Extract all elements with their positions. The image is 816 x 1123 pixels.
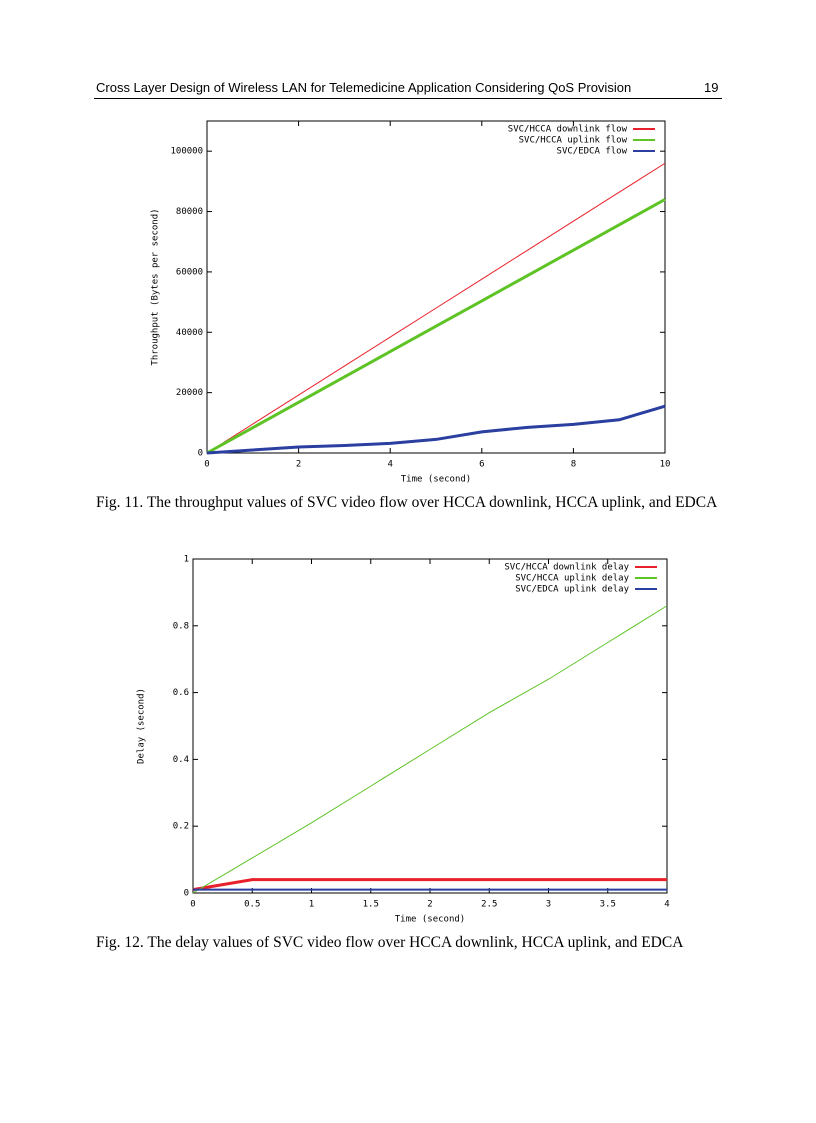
x-tick-label: 8 [571,460,576,470]
x-tick-label: 4 [387,460,392,470]
series-line [206,162,666,454]
x-axis-label: Time (second) [395,915,465,925]
y-tick-label: 100000 [170,147,203,157]
x-tick-label: 0 [204,460,209,470]
x-tick-label: 1 [309,900,314,910]
x-tick-label: 0 [190,900,195,910]
series-line [206,404,666,455]
x-tick-label: 4 [664,900,669,910]
x-axis-label: Time (second) [401,475,471,485]
caption: Fig. 11. The throughput values of SVC vi… [96,494,718,511]
page-number: 19 [704,80,719,95]
x-tick-label: 2.5 [481,900,497,910]
series-line [192,878,667,892]
y-tick-label: 0.2 [173,822,189,832]
y-tick-label: 40000 [176,328,203,338]
x-tick-label: 3.5 [600,900,616,910]
legend-label: SVC/HCCA uplink delay [515,574,629,584]
y-tick-label: 0 [184,889,189,899]
header-title: Cross Layer Design of Wireless LAN for T… [96,80,632,95]
y-tick-label: 0 [198,449,203,459]
y-tick-label: 1 [184,555,189,565]
y-tick-label: 60000 [176,267,203,277]
y-tick-label: 0.6 [173,688,189,698]
legend-label: SVC/HCCA downlink delay [504,563,629,573]
y-tick-label: 0.8 [173,621,189,631]
plot-frame [192,558,668,894]
y-axis-label: Throughput (Bytes per second) [151,208,161,365]
y-tick-label: 80000 [176,207,203,217]
legend-label: SVC/EDCA uplink delay [515,585,629,595]
x-tick-label: 10 [660,460,671,470]
x-tick-label: 1.5 [363,900,379,910]
legend-label: SVC/HCCA downlink flow [508,125,628,135]
y-axis-label: Delay (second) [137,688,147,764]
legend-label: SVC/EDCA flow [557,147,628,157]
header-rule [94,98,722,99]
y-tick-label: 0.4 [173,755,189,765]
legend-label: SVC/HCCA uplink flow [519,136,628,146]
x-tick-label: 3 [546,900,551,910]
x-tick-label: 2 [296,460,301,470]
x-tick-label: 2 [427,900,432,910]
series-line [192,605,668,894]
x-tick-label: 6 [479,460,484,470]
x-tick-label: 0.5 [244,900,260,910]
y-tick-label: 20000 [176,388,203,398]
plot-frame [206,120,666,454]
series-line [206,198,666,455]
caption: Fig. 12. The delay values of SVC video f… [96,934,684,951]
